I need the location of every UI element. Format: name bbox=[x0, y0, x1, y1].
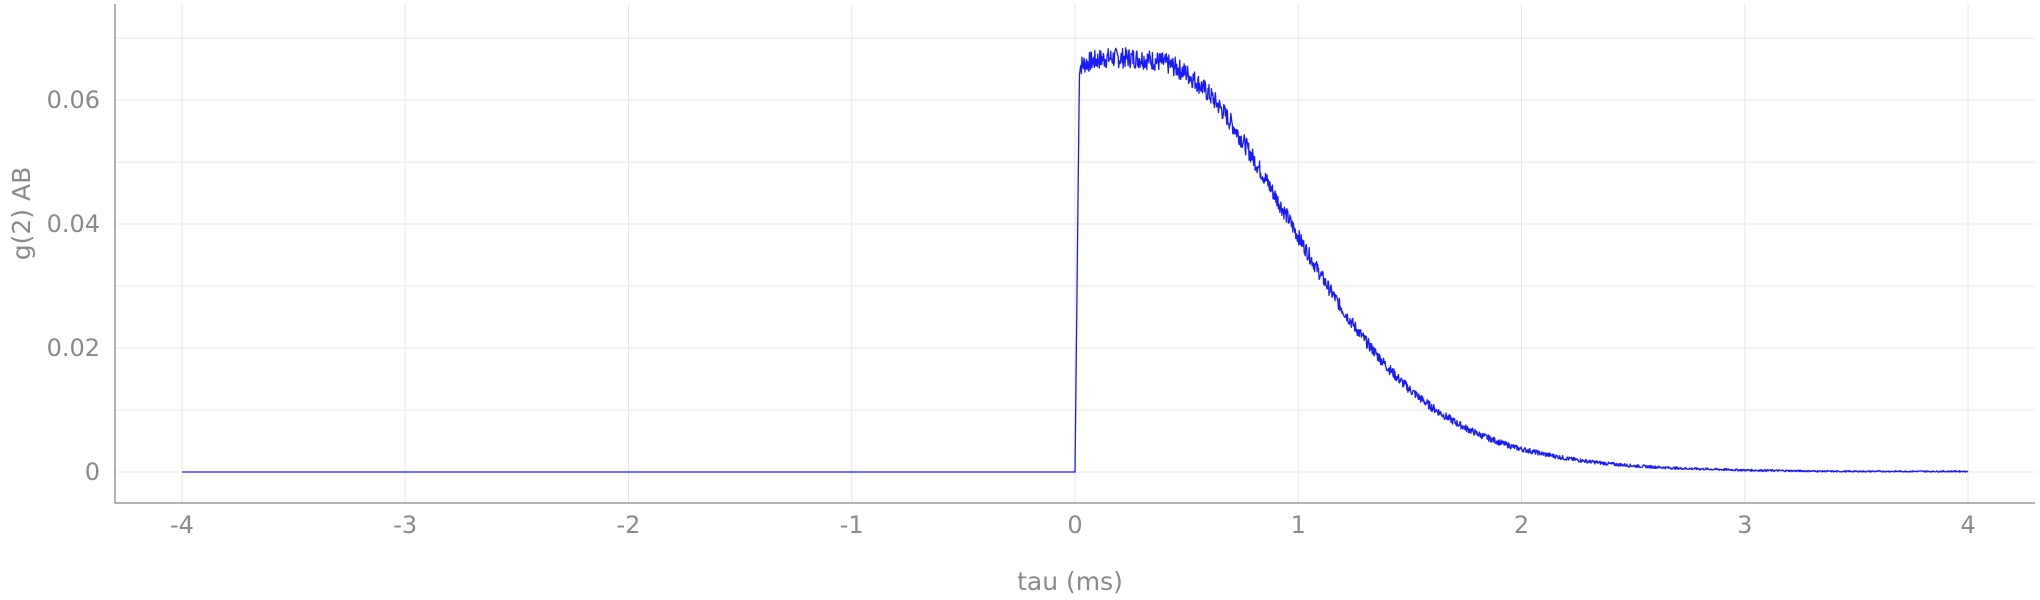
x-tick-label: -4 bbox=[170, 511, 194, 539]
x-tick-label: -1 bbox=[840, 511, 864, 539]
x-tick-label: -2 bbox=[617, 511, 641, 539]
g2-series-line bbox=[182, 47, 1969, 473]
y-tick-label: 0.06 bbox=[47, 86, 100, 114]
x-axis-title: tau (ms) bbox=[1017, 567, 1123, 596]
axes bbox=[114, 4, 2035, 504]
tick-labels: -4 -3 -2 -1 0 1 2 3 4 0 0.02 0.04 0.06 bbox=[47, 86, 1976, 539]
y-tick-label: 0.04 bbox=[47, 210, 100, 238]
grid bbox=[115, 4, 2035, 503]
x-tick-label: 2 bbox=[1514, 511, 1529, 539]
series-layer bbox=[182, 47, 1969, 473]
x-tick-label: -3 bbox=[393, 511, 417, 539]
y-tick-label: 0.02 bbox=[47, 334, 100, 362]
x-tick-label: 0 bbox=[1067, 511, 1082, 539]
x-tick-label: 4 bbox=[1960, 511, 1975, 539]
x-tick-label: 3 bbox=[1737, 511, 1752, 539]
y-tick-label: 0 bbox=[85, 458, 100, 486]
y-axis-title: g(2) AB bbox=[7, 167, 36, 260]
x-tick-label: 1 bbox=[1291, 511, 1306, 539]
